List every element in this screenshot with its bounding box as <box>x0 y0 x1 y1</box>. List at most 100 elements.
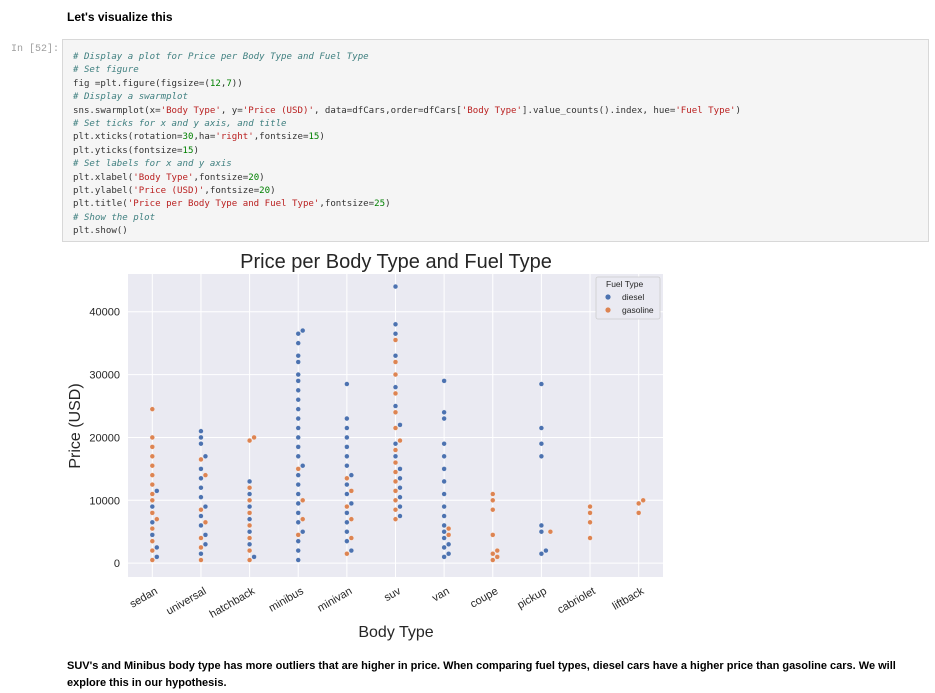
code-line: plt.xticks(rotation=30,ha='right',fontsi… <box>73 132 325 143</box>
data-point-diesel <box>300 328 306 334</box>
data-point-gasoline <box>494 554 500 560</box>
data-point-diesel <box>295 397 301 403</box>
data-point-diesel <box>198 485 204 491</box>
data-point-diesel <box>441 554 447 560</box>
data-point-diesel <box>295 425 301 431</box>
data-point-gasoline <box>392 469 399 475</box>
data-point-diesel <box>392 331 399 337</box>
data-point-gasoline <box>490 551 496 557</box>
data-point-gasoline <box>640 497 646 503</box>
data-point-diesel <box>441 535 447 541</box>
x-axis-label: Body Type <box>358 624 433 641</box>
code-line: fig =plt.figure(figsize=(12,7)) <box>73 78 243 89</box>
data-point-diesel <box>247 516 253 522</box>
data-point-diesel <box>295 406 301 412</box>
x-tick-label: universal <box>164 585 208 617</box>
code-line: plt.title('Price per Body Type and Fuel … <box>73 199 391 210</box>
data-point-diesel <box>441 478 447 484</box>
data-point-gasoline <box>392 447 399 453</box>
data-point-gasoline <box>587 510 593 516</box>
data-point-gasoline <box>446 532 452 538</box>
data-point-diesel <box>300 463 306 469</box>
data-point-gasoline <box>202 472 209 478</box>
x-tick-label: sedan <box>128 585 160 610</box>
data-point-gasoline <box>247 535 253 541</box>
data-point-gasoline <box>149 526 155 532</box>
data-point-gasoline <box>494 548 500 554</box>
data-point-gasoline <box>198 557 204 563</box>
data-point-diesel <box>538 425 544 431</box>
data-point-gasoline <box>247 485 253 491</box>
data-point-gasoline <box>392 409 399 415</box>
cell-prompt: In [52]: <box>11 44 60 55</box>
code-cell[interactable]: # Display a plot for Price per Body Type… <box>62 39 929 242</box>
data-point-diesel <box>348 472 354 478</box>
code-line: # Display a swarmplot <box>73 92 188 103</box>
data-point-diesel <box>446 541 452 547</box>
data-point-diesel <box>295 510 301 516</box>
data-point-diesel <box>247 541 253 547</box>
data-point-gasoline <box>392 516 399 522</box>
data-point-diesel <box>295 491 301 497</box>
data-point-gasoline <box>247 438 253 444</box>
data-point-gasoline <box>490 532 496 538</box>
data-point-diesel <box>441 466 447 472</box>
data-point-gasoline <box>392 497 399 503</box>
data-point-diesel <box>295 453 301 459</box>
data-point-gasoline <box>149 497 155 503</box>
x-tick-label: suv <box>382 585 403 604</box>
data-point-gasoline <box>198 544 204 551</box>
data-point-gasoline <box>348 516 354 522</box>
data-point-diesel <box>441 416 447 422</box>
data-point-diesel <box>538 381 544 387</box>
data-point-gasoline <box>344 475 350 481</box>
data-point-diesel <box>543 548 549 554</box>
data-point-diesel <box>295 557 301 563</box>
code-line: plt.xlabel('Body Type',fontsize=20) <box>73 172 265 183</box>
data-point-gasoline <box>587 504 593 510</box>
legend-marker-diesel <box>605 294 611 300</box>
data-point-diesel <box>344 463 350 469</box>
data-point-diesel <box>295 472 301 478</box>
data-point-diesel <box>154 554 160 560</box>
data-point-diesel <box>198 494 204 500</box>
data-point-diesel <box>198 513 204 519</box>
data-point-diesel <box>344 444 350 450</box>
data-point-gasoline <box>392 359 399 365</box>
code-editor[interactable]: # Display a plot for Price per Body Type… <box>73 51 741 239</box>
legend-title: Fuel Type <box>606 279 643 289</box>
data-point-gasoline <box>149 510 155 516</box>
data-point-gasoline <box>149 548 155 554</box>
data-point-diesel <box>538 551 544 557</box>
data-point-gasoline <box>490 491 496 497</box>
data-point-diesel <box>198 475 204 481</box>
data-point-diesel <box>446 551 452 557</box>
data-point-diesel <box>344 529 350 535</box>
code-line: # Show the plot <box>73 212 156 223</box>
legend-label-diesel: diesel <box>622 292 644 302</box>
data-point-gasoline <box>202 519 209 525</box>
data-point-gasoline <box>392 337 399 343</box>
data-point-gasoline <box>348 488 354 494</box>
data-point-gasoline <box>154 516 160 522</box>
data-point-diesel <box>397 466 403 472</box>
data-point-gasoline <box>149 557 155 563</box>
data-point-diesel <box>392 384 399 390</box>
data-point-diesel <box>392 453 399 459</box>
data-point-diesel <box>295 359 301 365</box>
data-point-diesel <box>295 372 301 378</box>
data-point-gasoline <box>149 453 155 459</box>
data-point-diesel <box>198 551 204 557</box>
data-point-diesel <box>300 529 306 535</box>
legend: Fuel Type diesel gasoline <box>595 276 661 320</box>
legend-label-gasoline: gasoline <box>622 305 654 315</box>
data-point-gasoline <box>392 460 399 466</box>
data-point-diesel <box>344 425 350 431</box>
data-point-diesel <box>344 538 350 544</box>
data-point-diesel <box>538 522 544 529</box>
code-line: # Display a plot for Price per Body Type… <box>73 52 369 62</box>
x-tick-label: van <box>430 585 451 604</box>
legend-marker-gasoline <box>605 307 611 313</box>
data-point-gasoline <box>149 406 155 412</box>
data-point-diesel <box>295 500 301 507</box>
